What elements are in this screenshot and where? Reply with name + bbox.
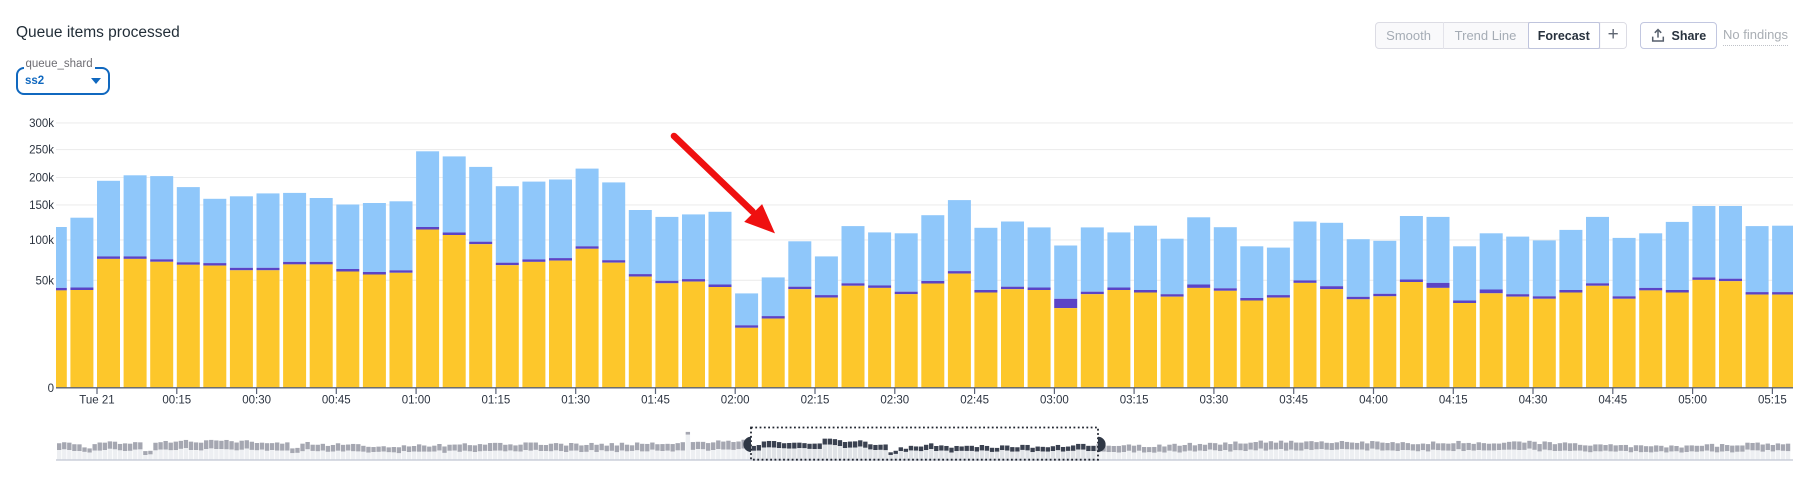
svg-text:01:00: 01:00 xyxy=(402,395,431,407)
svg-text:01:45: 01:45 xyxy=(641,395,670,407)
svg-text:04:15: 04:15 xyxy=(1439,395,1468,407)
svg-text:200k: 200k xyxy=(29,173,54,185)
svg-text:0: 0 xyxy=(48,383,54,395)
svg-text:300k: 300k xyxy=(29,118,54,130)
svg-text:04:45: 04:45 xyxy=(1598,395,1627,407)
svg-text:05:15: 05:15 xyxy=(1758,395,1787,407)
svg-text:00:15: 00:15 xyxy=(162,395,191,407)
svg-text:04:00: 04:00 xyxy=(1359,395,1388,407)
svg-text:03:45: 03:45 xyxy=(1279,395,1308,407)
svg-text:Tue 21: Tue 21 xyxy=(79,395,114,407)
svg-text:03:15: 03:15 xyxy=(1120,395,1149,407)
svg-text:05:00: 05:00 xyxy=(1678,395,1707,407)
svg-text:02:30: 02:30 xyxy=(880,395,909,407)
svg-text:50k: 50k xyxy=(35,275,54,287)
svg-text:150k: 150k xyxy=(29,200,54,212)
svg-text:03:30: 03:30 xyxy=(1200,395,1229,407)
svg-text:00:45: 00:45 xyxy=(322,395,351,407)
svg-text:100k: 100k xyxy=(29,235,54,247)
svg-text:03:00: 03:00 xyxy=(1040,395,1069,407)
svg-text:250k: 250k xyxy=(29,145,54,157)
svg-text:04:30: 04:30 xyxy=(1519,395,1548,407)
svg-text:00:30: 00:30 xyxy=(242,395,271,407)
svg-text:01:15: 01:15 xyxy=(482,395,511,407)
svg-text:02:15: 02:15 xyxy=(801,395,830,407)
svg-text:02:00: 02:00 xyxy=(721,395,750,407)
svg-text:02:45: 02:45 xyxy=(960,395,989,407)
svg-text:01:30: 01:30 xyxy=(561,395,590,407)
